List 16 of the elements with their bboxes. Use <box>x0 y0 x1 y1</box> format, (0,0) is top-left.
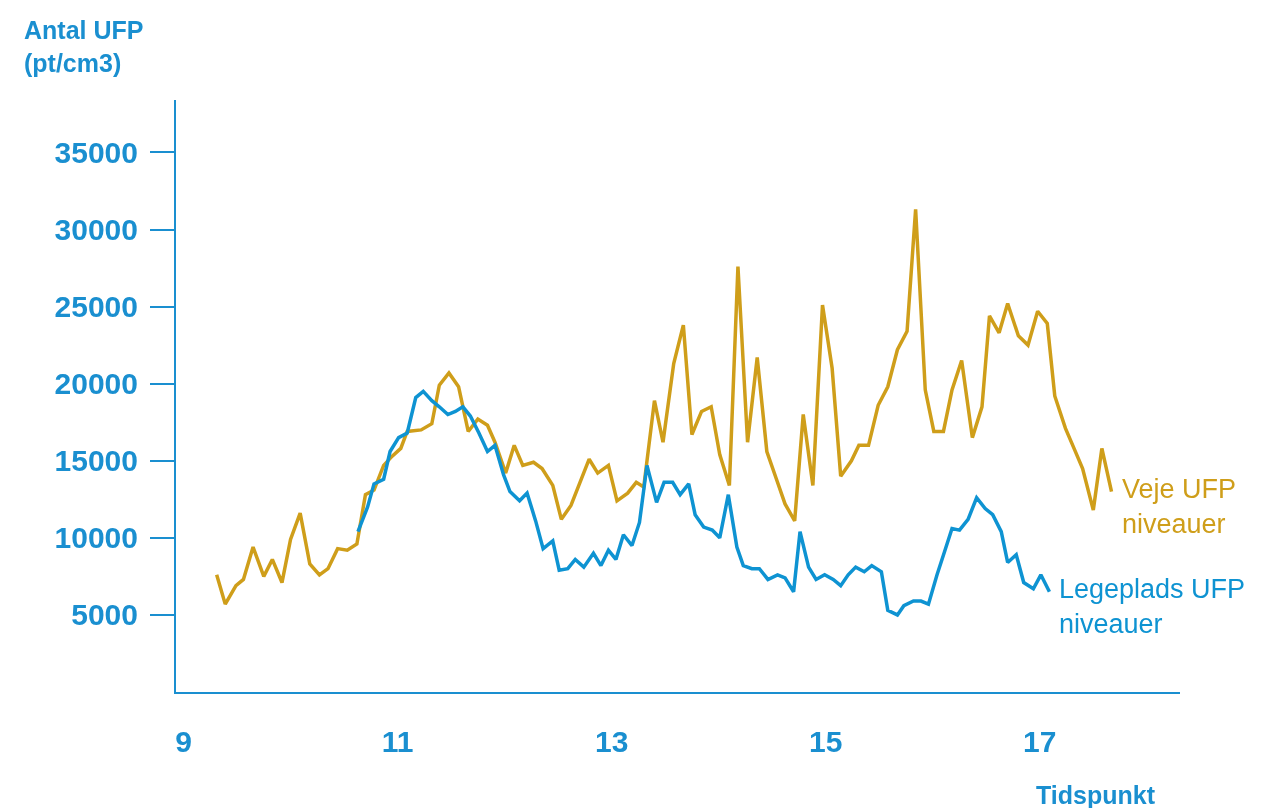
y-tick-label: 25000 <box>54 290 138 324</box>
x-tick-label: 11 <box>381 725 414 758</box>
x-tick-label: 15 <box>809 725 843 758</box>
y-tick-label: 5000 <box>71 598 138 632</box>
x-tick-label: 13 <box>594 725 629 758</box>
series-label: Veje UFP niveauer <box>1122 474 1237 540</box>
x-tick-label: 9 <box>175 725 192 758</box>
y-tick-label: 15000 <box>54 444 138 478</box>
y-tick-label: 10000 <box>54 521 138 555</box>
series-label: Legeplads UFP niveauer <box>1059 574 1246 640</box>
y-tick-label: 35000 <box>54 135 138 169</box>
line-series <box>356 389 1052 617</box>
y-tick-label: 30000 <box>54 213 138 246</box>
y-axis-title: Antal UFP (pt/cm3) <box>24 16 144 77</box>
y-tick-label: 20000 <box>54 367 138 401</box>
x-tick-label: 17 <box>1023 725 1057 758</box>
